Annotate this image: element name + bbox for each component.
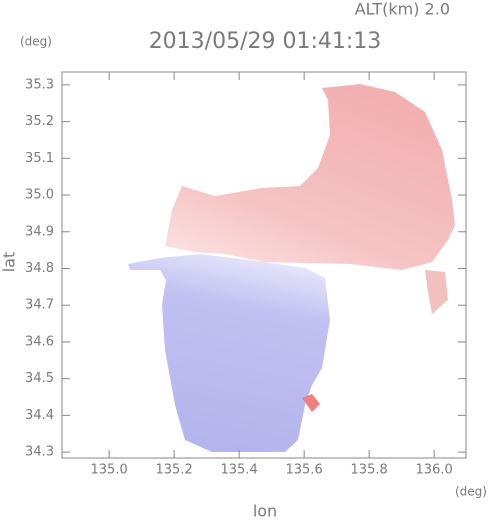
x-tick-label: 135.0 xyxy=(91,463,128,478)
y-tick-label: 34.7 xyxy=(25,298,54,313)
velocity-field xyxy=(128,84,455,452)
x-tick-label: 135.2 xyxy=(156,463,193,478)
y-tick-label: 34.4 xyxy=(25,408,54,423)
chart-title: 2013/05/29 01:41:13 xyxy=(149,29,382,54)
altitude-annotation: ALT(km) 2.0 xyxy=(355,0,450,19)
y-axis-label: lat xyxy=(0,252,19,273)
plot-frame xyxy=(61,71,467,459)
y-tick-label: 34.5 xyxy=(25,371,54,386)
y-tick-label: 35.1 xyxy=(25,151,54,166)
y-tick-label: 34.3 xyxy=(25,445,54,460)
x-axis-label: lon xyxy=(253,502,277,521)
x-tick-label: 135.8 xyxy=(351,463,388,478)
receding-fragment xyxy=(302,394,320,412)
x-unit: (deg) xyxy=(455,485,487,499)
approaching-region xyxy=(128,254,330,452)
receding-fragment xyxy=(425,270,448,314)
y-tick-label: 35.2 xyxy=(25,114,54,129)
y-tick-label: 35.0 xyxy=(25,188,54,203)
y-tick-label: 34.8 xyxy=(25,261,54,276)
x-tick-label: 136.0 xyxy=(416,463,453,478)
y-tick-label: 35.3 xyxy=(25,77,54,92)
receding-region xyxy=(165,84,455,270)
x-tick-label: 135.6 xyxy=(286,463,323,478)
y-tick-label: 34.6 xyxy=(25,334,54,349)
y-tick-label: 34.9 xyxy=(25,224,54,239)
x-tick-label: 135.4 xyxy=(221,463,258,478)
y-unit: (deg) xyxy=(20,35,52,49)
